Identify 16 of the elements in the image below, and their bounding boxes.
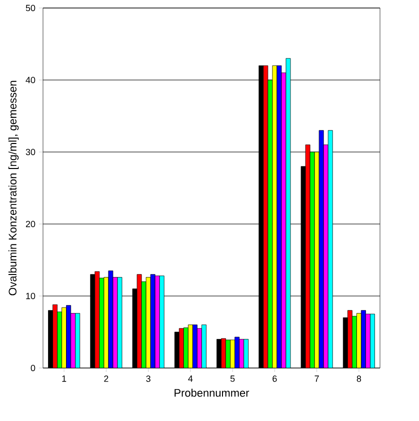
y-tick-label: 0 [30, 364, 36, 372]
y-tick-label: 20 [26, 220, 36, 228]
x-tick-label: 3 [146, 376, 150, 382]
x-tick-label: 7 [314, 376, 319, 382]
x-axis-title: Probennummer [174, 388, 250, 397]
x-tick-label: 2 [104, 376, 108, 382]
x-tick-label: 1 [62, 376, 66, 382]
x-tick-label: 8 [356, 376, 362, 382]
y-tick-label: 10 [26, 292, 36, 300]
y-axis-title: Ovalbumin Konzentration [ng/ml], gemessen [8, 80, 19, 296]
y-tick-label: 30 [26, 148, 36, 156]
x-tick-label: 6 [272, 376, 277, 382]
x-tick-label: 5 [230, 376, 235, 382]
x-tick-label: 4 [188, 376, 193, 382]
y-tick-label: 40 [26, 76, 36, 84]
y-tick-label: 50 [26, 4, 36, 12]
